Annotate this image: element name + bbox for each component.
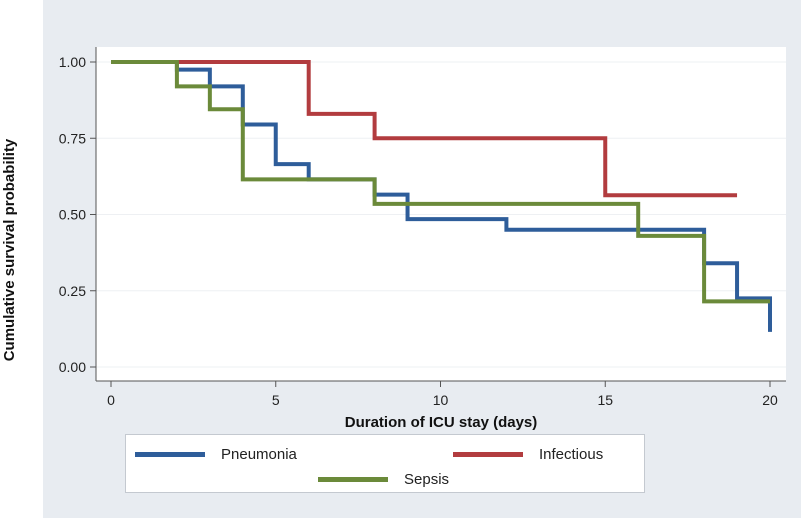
series-lines: [111, 60, 772, 332]
series-line-infectious: [111, 60, 738, 198]
legend-swatch-pneumonia: [135, 451, 205, 457]
legend: Pneumonia Infectious Sepsis: [125, 434, 645, 493]
series-line-sepsis: [111, 60, 770, 304]
legend-label-pneumonia: Pneumonia: [221, 445, 297, 463]
y-tick-label-0: 0.00: [59, 359, 86, 375]
y-tick-label-3: 0.75: [59, 130, 86, 146]
legend-item-sepsis: Sepsis: [318, 469, 449, 489]
legend-swatch-sepsis: [318, 476, 388, 482]
tick-labels: 0.00 0.25 0.50 0.75 1.00 0 5 10 15 20: [59, 54, 778, 408]
x-tick-label-2: 10: [433, 392, 449, 408]
legend-label-infectious: Infectious: [539, 445, 604, 463]
x-tick-label-0: 0: [107, 392, 115, 408]
legend-swatch-infectious: [453, 451, 523, 457]
y-tick-label-1: 0.25: [59, 283, 86, 299]
legend-item-infectious: Infectious: [453, 444, 603, 464]
y-tick-label-4: 1.00: [59, 54, 86, 70]
legend-item-pneumonia: Pneumonia: [135, 444, 297, 464]
x-axis-title: Duration of ICU stay (days): [345, 414, 538, 431]
x-tick-label-1: 5: [272, 392, 280, 408]
y-axis-title: Cumulative survival probability: [1, 138, 18, 361]
x-tick-label-4: 20: [762, 392, 778, 408]
y-tick-label-2: 0.50: [59, 207, 86, 223]
axes: [90, 47, 786, 387]
x-tick-label-3: 15: [597, 392, 613, 408]
legend-label-sepsis: Sepsis: [404, 470, 450, 488]
